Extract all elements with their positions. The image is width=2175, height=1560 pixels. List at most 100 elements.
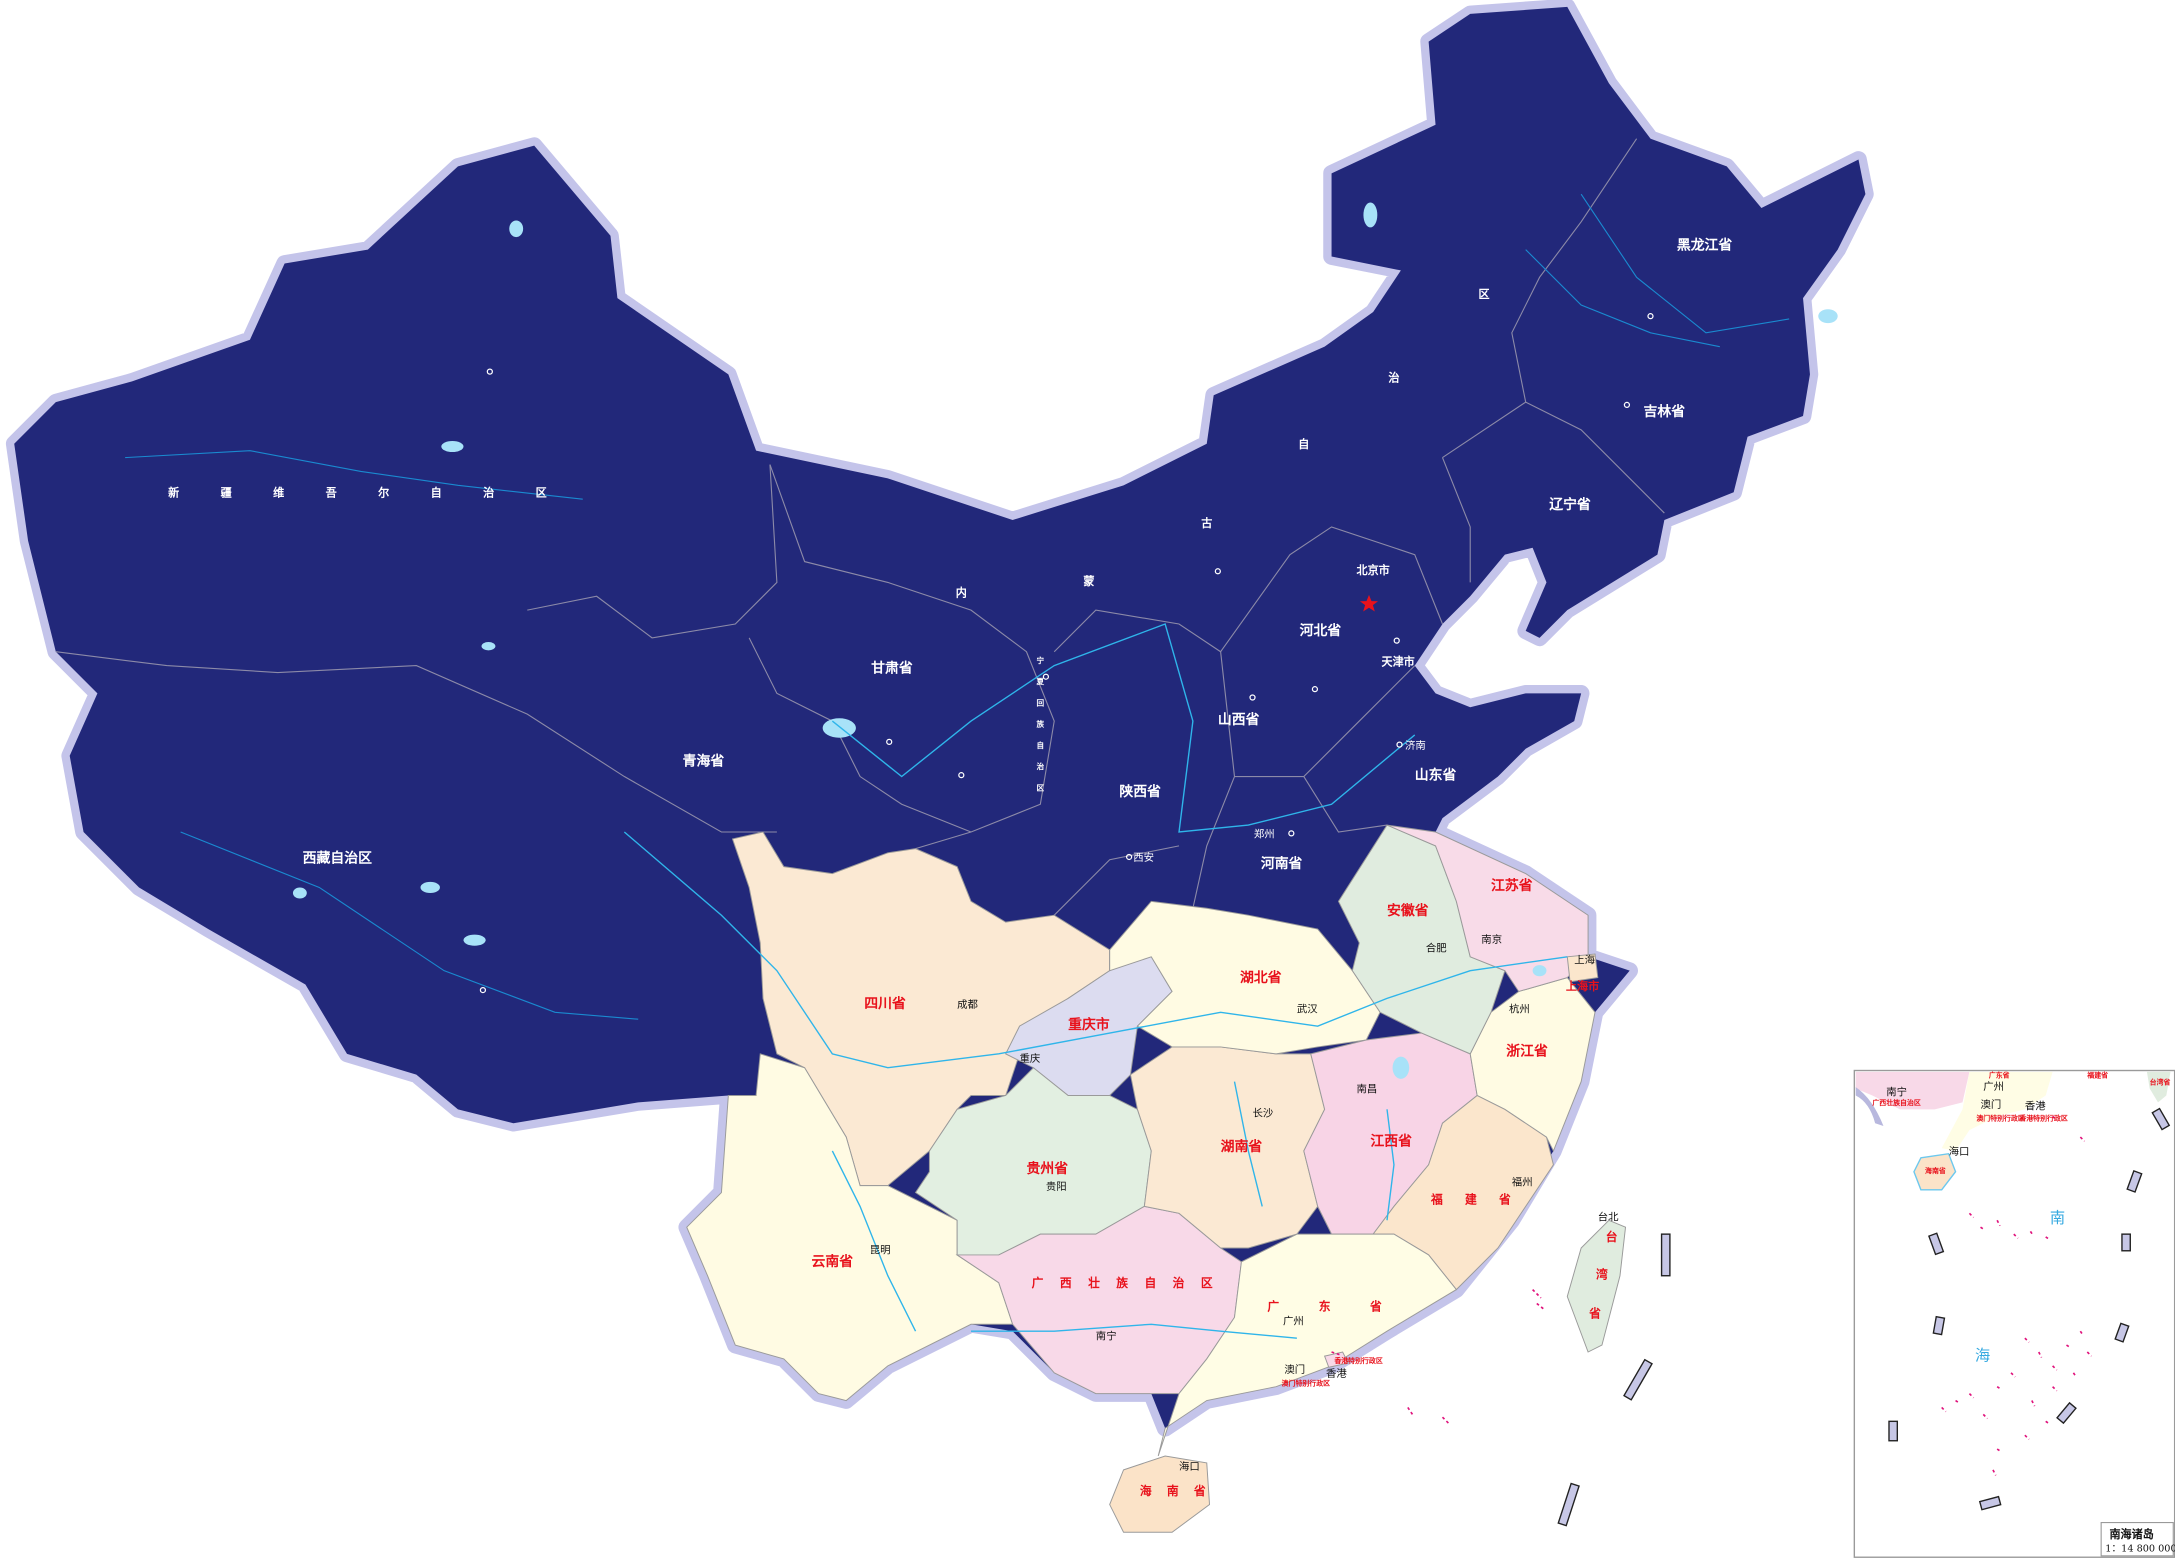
dash-mark [1660, 1233, 1671, 1277]
river [125, 450, 583, 500]
inset-label-sea_char_1: 南 [2050, 1209, 2065, 1227]
inset-label-aomen_sar: 澳门特别行政区 [1976, 1113, 2025, 1122]
inset-label-sea_char_2: 海 [1975, 1346, 1990, 1364]
province-label-guizhou: 贵州省 [1026, 1160, 1068, 1177]
inset-label-xianggang_sar: 香港特别行政区 [2018, 1113, 2068, 1122]
province-label-shandong: 山东省 [1415, 766, 1457, 783]
inset-guangdong [1941, 1071, 2053, 1151]
province-label-guangdong: 广东省 [1267, 1299, 1382, 1313]
province-label-tianjin: 天津市 [1381, 655, 1414, 669]
river-zhujiang [971, 1323, 1297, 1339]
city-label-aomen: 澳门 [1284, 1363, 1305, 1376]
province-zhejiang [1469, 977, 1596, 1153]
province-label-jiangsu: 江苏省 [1491, 877, 1533, 894]
lake [481, 642, 496, 651]
province-label-beijing: 北京市 [1357, 563, 1390, 577]
inset-label-nanning: 南宁 [1886, 1085, 1907, 1098]
province-jiangsu [1386, 824, 1589, 993]
river-huanghe [831, 623, 1416, 833]
inset-label-title: 南海诸岛 [2109, 1527, 2153, 1541]
province-label-jiangxi: 江西省 [1370, 1132, 1412, 1149]
lake [292, 887, 307, 899]
river [1580, 193, 1790, 334]
inset-label-aomen: 澳门 [1981, 1098, 2002, 1111]
city-label-hefei: 合肥 [1426, 941, 1447, 954]
province-label-hubei: 湖北省 [1240, 969, 1282, 986]
inset-label-guangdong: 广东省 [1989, 1070, 2010, 1079]
province-label-zhejiang: 浙江省 [1506, 1042, 1548, 1059]
city-label-guiyang: 贵阳 [1046, 1180, 1067, 1193]
lake [509, 220, 524, 238]
lake [441, 440, 464, 453]
province-label-shanxi: 山西省 [1218, 711, 1260, 728]
city-label-nanjing: 南京 [1481, 933, 1502, 946]
island-marks [1331, 1289, 1545, 1425]
inset-label-fujian: 福建省 [2086, 1070, 2108, 1079]
inset-label-scale: 1：14 800 000 [2105, 1544, 2175, 1555]
city-label-chongqing: 重庆 [1020, 1052, 1041, 1065]
inset-label-haikou: 海口 [1949, 1145, 1970, 1158]
city-label-guangzhou: 广州 [1283, 1315, 1304, 1327]
lake-qinghai [822, 718, 856, 738]
city-label-nanchang: 南昌 [1357, 1083, 1378, 1096]
inset-title-box [2100, 1522, 2174, 1557]
province-label-hebei: 河北省 [1300, 622, 1342, 639]
inset-dashes [1888, 1107, 2171, 1511]
river [1525, 249, 1720, 348]
city-label-taibei: 台北 [1598, 1210, 1619, 1223]
city-label-kunming: 昆明 [870, 1245, 891, 1257]
province-label-taiwan: 台湾省 [1588, 1230, 1618, 1320]
lake [463, 934, 486, 946]
province-yunnan [686, 1053, 1014, 1402]
province-label-liaoning: 辽宁省 [1549, 496, 1591, 513]
province-label-neimenggu: 内蒙古自治区 [956, 288, 1490, 599]
inset-label-xianggang: 香港 [2025, 1100, 2046, 1112]
lake [1363, 202, 1378, 228]
province-label-fujian: 福建省 [1430, 1193, 1511, 1207]
province-hainan [1109, 1455, 1211, 1533]
dark-region-borders [55, 138, 1665, 916]
city-label-xianggang: 香港 [1326, 1368, 1347, 1380]
southern-provinces [686, 824, 1627, 1533]
dash-mark [1623, 1358, 1653, 1401]
province-label-qinghai: 青海省 [683, 752, 725, 769]
province-label-guangxi: 广西壮族自治区 [1032, 1276, 1213, 1290]
province-label-yunnan: 云南省 [812, 1253, 854, 1270]
lake-xingkai [1818, 309, 1838, 324]
province-taiwan [1566, 1219, 1627, 1353]
province-label-sichuan: 四川省 [864, 995, 906, 1012]
inset-guangxi [1855, 1071, 1970, 1110]
city-label-wuhan: 武汉 [1297, 1002, 1318, 1015]
city-label-changsha: 长沙 [1253, 1107, 1274, 1119]
city-label-hangzhou: 杭州 [1509, 1002, 1530, 1015]
city-label-haikou: 海口 [1179, 1460, 1200, 1473]
city-label-chengdu: 成都 [957, 999, 978, 1011]
province-label-hainan: 海南省 [1140, 1484, 1206, 1498]
city-label-zhengzhou: 郑州 [1254, 828, 1275, 841]
province-label-jilin: 吉林省 [1644, 403, 1686, 420]
city-label-xianggang: 香港特别行政区 [1333, 1356, 1383, 1365]
province-shanghai [1566, 953, 1599, 983]
province-label-chongqing: 重庆市 [1068, 1016, 1110, 1033]
river [831, 1150, 917, 1332]
inset-label-guangzhou: 广州 [1983, 1081, 2004, 1093]
inset-label-taiwan: 台湾省 [2150, 1077, 2171, 1086]
city-label-shanghai: 上海 [1574, 954, 1595, 967]
province-label-shaanxi: 陕西省 [1119, 783, 1161, 800]
lakes [292, 202, 1838, 1079]
inset-label-hainan: 海南省 [1925, 1166, 1946, 1175]
lake-taihu [1532, 965, 1547, 977]
province-label-heilongjiang: 黑龙江省 [1677, 237, 1733, 254]
city-label-fuzhou: 福州 [1512, 1176, 1533, 1189]
city-label-aomen: 澳门特别行政区 [1282, 1378, 1331, 1387]
city-label-xian: 西安 [1133, 851, 1154, 864]
map-labels: 新疆维吾尔自治区西藏自治区 青海省 甘肃省 内蒙古自治区宁夏回族自治区 陕西省 山西省河南… [168, 237, 2175, 1555]
inset-label-guangxi: 广西壮族自治区 [1872, 1098, 1921, 1107]
dash-mark [1557, 1482, 1580, 1527]
capital-star-icon [1359, 594, 1379, 612]
city-label-nanning: 南宁 [1096, 1330, 1117, 1343]
inset-island-marks [1941, 1115, 2093, 1476]
province-label-hunan: 湖南省 [1221, 1138, 1263, 1155]
